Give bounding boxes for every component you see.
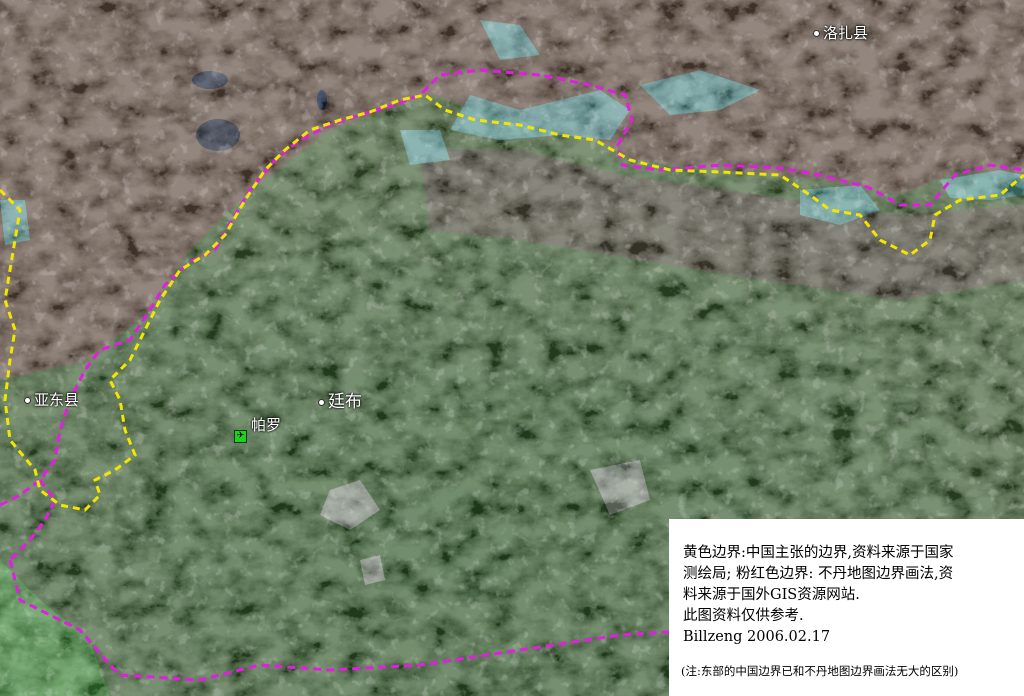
place-luozha: 洛扎县 xyxy=(813,22,868,43)
legend-note: (注:东部的中国边界已和不丹地图边界画法无大的区别) xyxy=(681,664,959,678)
airport-icon: ✈ xyxy=(234,430,247,443)
china-border-line xyxy=(0,93,1024,512)
legend-line: 测绘局; 粉红色边界: 不丹地图边界画法,资 xyxy=(683,566,954,582)
legend-line: 黄色边界:中国主张的边界,资料来源于国家 xyxy=(683,545,954,561)
town-marker-icon xyxy=(24,397,31,404)
place-yadong: 亚东县 xyxy=(24,389,79,410)
legend-line: 此图资料仅供参考. xyxy=(683,608,804,624)
place-label: 洛扎县 xyxy=(823,24,869,42)
legend-line: 料来源于国外GIS资源网站. xyxy=(683,587,860,603)
place-paro: 帕罗 xyxy=(251,414,281,435)
town-marker-icon xyxy=(318,398,325,406)
legend-box: 黄色边界:中国主张的边界,资料来源于国家 测绘局; 粉红色边界: 不丹地图边界画… xyxy=(669,519,1024,696)
place-label: 帕罗 xyxy=(251,416,282,434)
town-marker-icon xyxy=(813,30,820,37)
place-label: 亚东县 xyxy=(34,391,80,409)
bhutan-border-line xyxy=(0,68,1024,507)
legend-line: Billzeng 2006.02.17 xyxy=(683,629,831,645)
place-label: 廷布 xyxy=(328,392,362,412)
place-thimphu: 廷布 xyxy=(318,387,362,412)
